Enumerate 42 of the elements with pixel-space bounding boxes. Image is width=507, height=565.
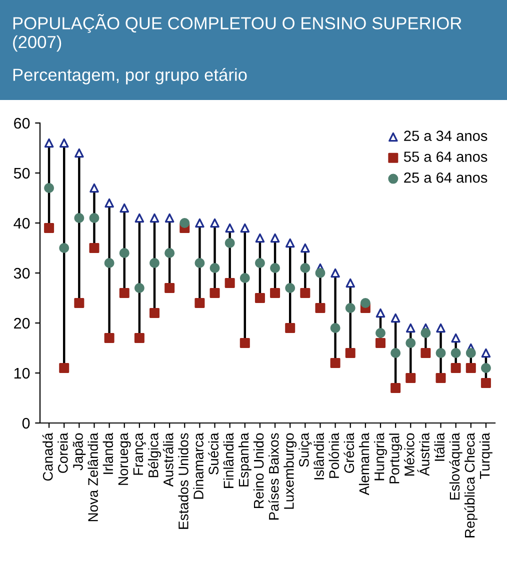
- x-tick-label: Turquia: [479, 432, 492, 479]
- legend-label: 55 a 64 anos: [404, 152, 488, 162]
- x-tick-label: Luxemburgo: [284, 433, 297, 509]
- x-tick-label: Eslováquia: [449, 432, 462, 500]
- x-tick-label: Alemanha: [358, 432, 370, 496]
- x-tick-label: Polónia: [328, 432, 340, 478]
- legend-label: 25 a 34 anos: [404, 130, 488, 142]
- x-tick-label: Itália: [434, 432, 444, 461]
- x-tick-label: Coreia: [58, 432, 68, 473]
- x-tick-label: Bélgica: [148, 432, 162, 478]
- chart-subtitle: Percentagem, por grupo etário: [13, 68, 247, 84]
- y-tick-label: 20: [14, 318, 30, 329]
- x-tick-label: Reino Unido: [253, 433, 264, 508]
- x-tick-label: Dinamarca: [193, 432, 204, 499]
- x-tick-label: Irlanda: [102, 432, 114, 474]
- x-tick-label: Estados Unidos: [178, 433, 188, 529]
- x-tick-label: Países Baixos: [268, 433, 279, 520]
- x-tick-label: República Checa: [464, 432, 478, 538]
- x-tick-label: Suiça: [298, 432, 312, 467]
- x-tick-label: Austrália: [162, 432, 174, 487]
- y-tick-label: 50: [14, 168, 30, 179]
- x-tick-label: França: [133, 432, 146, 475]
- x-tick-label: Suécia: [208, 432, 218, 475]
- x-tick-label: Hungria: [374, 432, 387, 480]
- x-tick-label: Japão: [72, 433, 86, 470]
- x-tick-label: Canadá: [42, 432, 53, 481]
- y-tick-label: 40: [14, 218, 30, 229]
- x-tick-label: Finlândia: [223, 432, 234, 488]
- y-tick-label: 30: [14, 268, 30, 279]
- x-tick-label: Grécia: [344, 432, 354, 473]
- legend-label: 25 a 64 anos: [404, 172, 488, 183]
- x-tick-label: Espanha: [238, 432, 252, 486]
- x-tick-label: México: [404, 433, 414, 476]
- y-tick-label: 0: [22, 418, 30, 429]
- x-tick-label: Áustria: [417, 432, 430, 476]
- y-tick-label: 60: [14, 118, 30, 129]
- x-tick-label: Nova Zelândia: [88, 432, 98, 522]
- x-tick-label: Portugal: [389, 434, 402, 484]
- x-tick-label: Noruega: [118, 432, 131, 485]
- y-tick-label: 10: [14, 368, 30, 379]
- x-tick-label: Islândia: [314, 432, 324, 480]
- chart-title: POPULAÇÃO QUE COMPLETOU O ENSINO SUPERIOR (2007): [13, 14, 462, 52]
